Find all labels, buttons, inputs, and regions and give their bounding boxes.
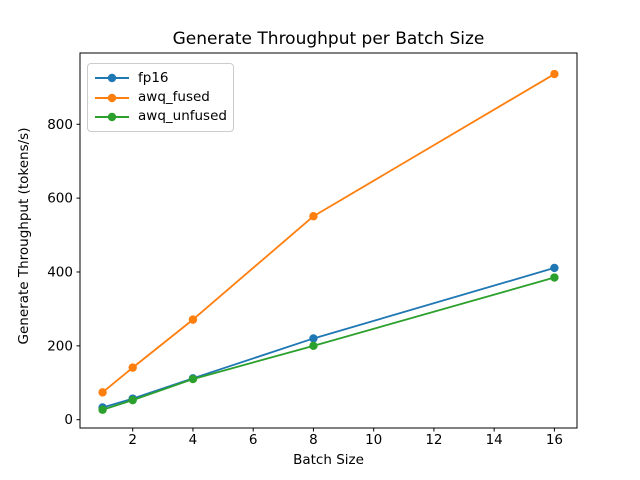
series-awq_fused xyxy=(98,69,559,397)
data-point-marker xyxy=(550,69,559,79)
legend-line-marker-icon xyxy=(95,93,129,102)
y-tick-label: 600 xyxy=(47,191,73,207)
x-axis-ticks: 2 4 6 8 10 12 14 16 xyxy=(128,428,563,448)
data-point-marker xyxy=(188,374,198,384)
data-point-marker xyxy=(309,212,318,221)
x-tick-label: 12 xyxy=(425,432,442,448)
x-tick-label: 10 xyxy=(365,432,382,448)
data-point-marker xyxy=(98,405,107,414)
legend-item-fp16: fp16 xyxy=(94,69,227,86)
x-tick-label: 6 xyxy=(249,432,258,448)
legend-label: fp16 xyxy=(138,69,169,86)
y-tick-label: 800 xyxy=(47,117,73,133)
legend: fp16 awq_fused awq_unfused xyxy=(87,63,234,132)
plot-frame xyxy=(79,52,578,429)
y-tick-label: 0 xyxy=(64,412,73,428)
data-point-marker xyxy=(309,334,318,343)
chart-title: Generate Throughput per Batch Size xyxy=(172,29,485,49)
x-tick-label: 2 xyxy=(128,432,137,448)
legend-item-awq-unfused: awq_unfused xyxy=(94,107,227,124)
series-line xyxy=(101,276,556,411)
data-point-marker xyxy=(550,273,559,282)
y-tick-label: 400 xyxy=(47,264,73,280)
series-awq_unfused xyxy=(98,273,559,414)
y-axis-label: Generate Throughput (tokens/s) xyxy=(16,127,32,345)
series-fp16 xyxy=(98,263,559,412)
data-point-marker xyxy=(309,341,318,351)
x-axis-label: Batch Size xyxy=(293,452,364,468)
legend-label: awq_unfused xyxy=(138,107,227,124)
data-point-marker xyxy=(550,263,559,273)
legend-item-awq-fused: awq_fused xyxy=(94,88,227,105)
data-point-marker xyxy=(188,315,198,324)
x-tick-label: 14 xyxy=(486,432,503,448)
data-point-marker xyxy=(128,363,137,372)
x-tick-label: 4 xyxy=(189,432,198,448)
legend-line-marker-icon xyxy=(95,74,129,83)
legend-line-marker-icon xyxy=(95,112,129,121)
data-point-marker xyxy=(98,388,107,397)
x-tick-label: 8 xyxy=(309,432,318,448)
x-tick-label: 16 xyxy=(546,432,563,448)
y-tick-label: 200 xyxy=(47,338,73,354)
y-axis-ticks: 0 200 400 600 800 xyxy=(47,117,80,428)
data-point-marker xyxy=(128,395,137,405)
legend-label: awq_fused xyxy=(138,88,210,105)
